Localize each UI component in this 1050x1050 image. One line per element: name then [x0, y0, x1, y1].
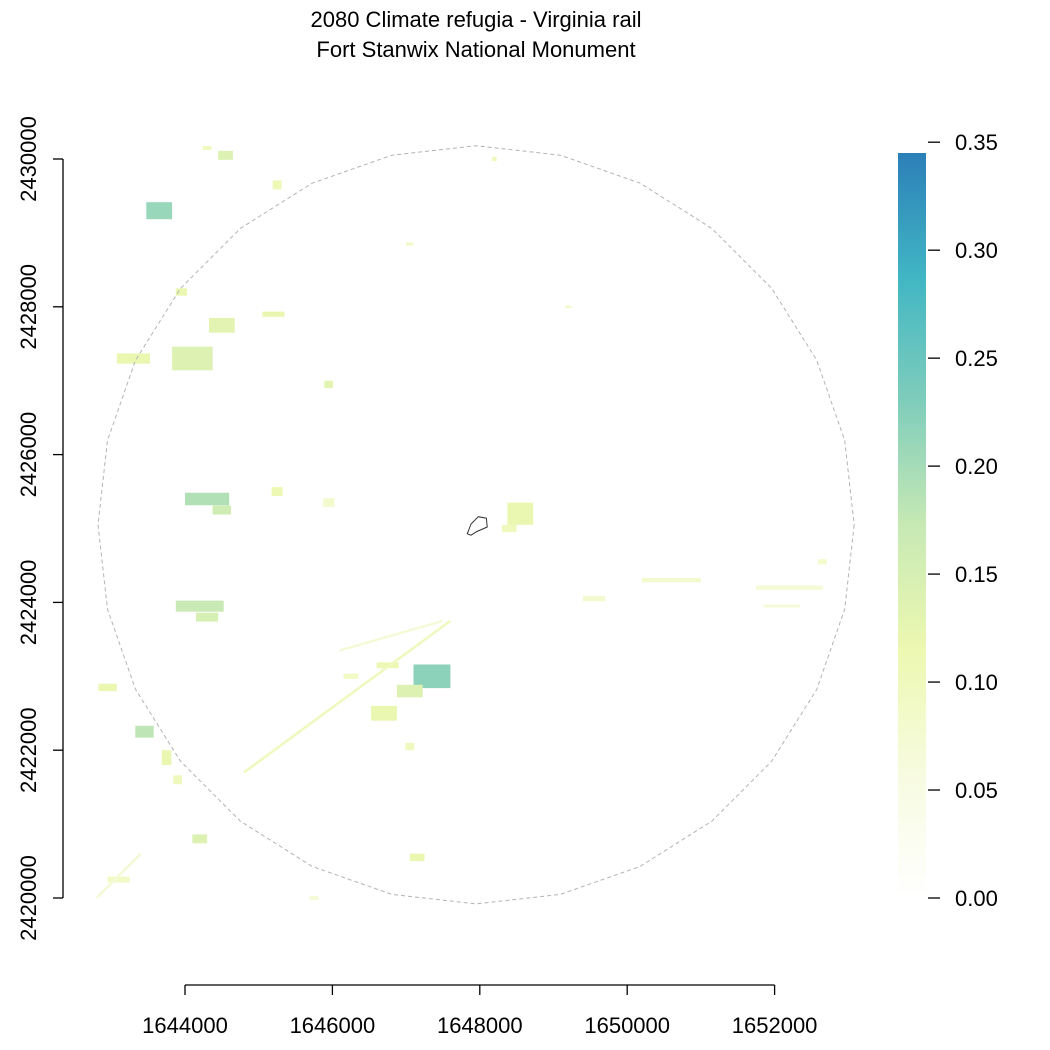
refugia-patch: [763, 604, 801, 608]
refugia-patch: [501, 524, 517, 533]
refugia-patch: [396, 684, 423, 698]
refugia-patch: [323, 498, 335, 508]
refugia-patch: [641, 578, 701, 583]
refugia-patch: [756, 585, 823, 590]
refugia-patch: [212, 505, 231, 515]
refugia-patch: [324, 380, 334, 389]
refugia-patch: [192, 834, 208, 844]
legend-tick-label: 0.05: [955, 778, 998, 803]
legend-colorbar: [898, 153, 926, 898]
x-tick-label: 1644000: [142, 1013, 228, 1038]
refugia-patch: [218, 150, 233, 160]
y-tick-label: 2430000: [16, 116, 41, 202]
x-axis: 1644000 1646000 1648000 1650000 1652000: [142, 984, 818, 1038]
refugia-patch: [309, 895, 319, 901]
y-tick-label: 2422000: [16, 707, 41, 793]
refugia-patch: [146, 202, 173, 220]
refugia-patch: [413, 664, 451, 689]
y-tick-label: 2428000: [16, 264, 41, 350]
refugia-patch: [492, 156, 497, 162]
refugia-patch: [406, 242, 414, 246]
legend-tick-label: 0.15: [955, 562, 998, 587]
color-legend: 0.00 0.05 0.10 0.15 0.20 0.25 0.30 0.35: [898, 130, 998, 911]
refugia-patch: [343, 673, 359, 679]
refugia-patch: [405, 742, 415, 751]
linear-features: [95, 619, 452, 899]
legend-ticks: 0.00 0.05 0.10 0.15 0.20 0.25 0.30 0.35: [928, 130, 998, 911]
refugia-patch: [371, 705, 397, 721]
refugia-patch: [507, 502, 534, 525]
x-tick-label: 1648000: [437, 1013, 523, 1038]
chart-title: 2080 Climate refugia - Virginia rail: [311, 7, 642, 32]
chart-subtitle: Fort Stanwix National Monument: [316, 37, 635, 62]
refugia-line: [243, 619, 452, 774]
refugia-patch: [161, 750, 172, 765]
refugia-patch: [107, 876, 130, 883]
refugia-patch: [565, 305, 572, 308]
refugia-patch: [376, 662, 399, 669]
refugia-patch: [175, 288, 187, 296]
refugia-line: [95, 852, 142, 899]
refugia-patch: [175, 600, 224, 612]
refugia-raster: [98, 146, 827, 901]
x-tick-label: 1646000: [290, 1013, 376, 1038]
legend-tick-label: 0.25: [955, 346, 998, 371]
park-boundary: [466, 516, 488, 536]
refugia-patch: [172, 346, 213, 371]
y-tick-label: 2420000: [16, 855, 41, 941]
refugia-patch: [173, 775, 182, 785]
refugia-patch: [818, 559, 827, 565]
park-buffer-boundary: [97, 145, 855, 905]
refugia-patch: [272, 180, 282, 190]
refugia-patch: [583, 596, 606, 602]
x-tick-label: 1652000: [732, 1013, 818, 1038]
refugia-patch: [409, 853, 425, 862]
y-tick-label: 2424000: [16, 560, 41, 646]
refugia-patch: [116, 353, 150, 364]
refugia-patch: [98, 683, 117, 692]
y-axis: 2420000 2422000 2424000 2426000 2428000 24300…: [16, 116, 64, 941]
x-tick-label: 1650000: [584, 1013, 670, 1038]
refugia-patch: [202, 146, 212, 150]
refugia-patch: [209, 317, 235, 333]
legend-tick-label: 0.10: [955, 670, 998, 695]
refugia-patch: [262, 311, 285, 317]
legend-tick-label: 0.35: [955, 130, 998, 155]
refugia-patch: [271, 487, 283, 496]
legend-tick-label: 0.30: [955, 238, 998, 263]
refugia-patch: [135, 725, 154, 738]
y-tick-label: 2426000: [16, 412, 41, 498]
refugia-line: [339, 619, 444, 652]
legend-tick-label: 0.20: [955, 454, 998, 479]
refugia-patch: [185, 492, 230, 506]
legend-tick-label: 0.00: [955, 886, 998, 911]
refugia-patch: [196, 612, 219, 622]
